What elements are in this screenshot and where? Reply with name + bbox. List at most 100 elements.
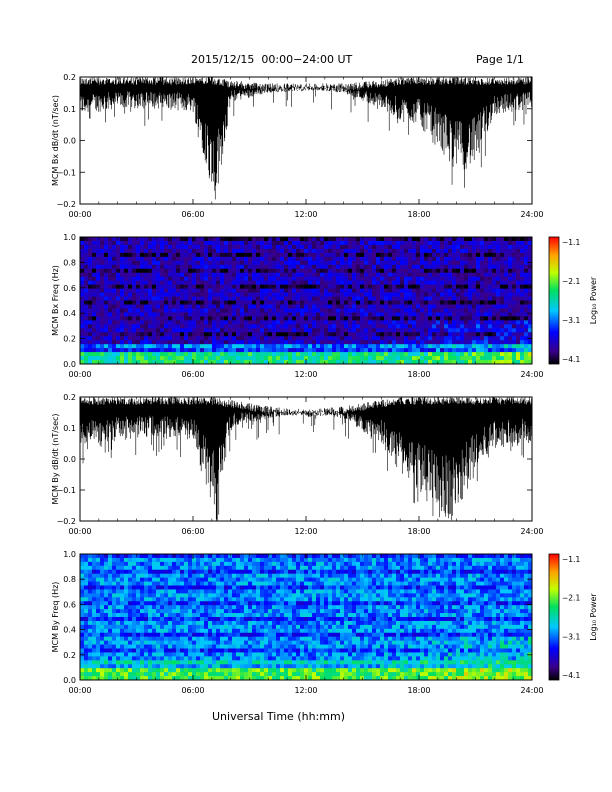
spectrogram-cell [456,336,461,341]
spectrogram-cell [344,248,349,254]
spectrogram-cell [208,672,213,677]
spectrogram-cell [432,237,437,242]
spectrogram-cell [188,324,193,329]
spectrogram-cell [376,272,381,278]
spectrogram-cell [200,268,205,274]
spectrogram-cell [184,248,189,254]
spectrogram-cell [456,332,461,337]
spectrogram-cell [144,656,149,661]
spectrogram-cell [440,240,445,246]
spectrogram-cell [300,344,305,349]
spectrogram-cell [176,557,181,563]
spectrogram-cell [220,581,225,586]
spectrogram-cell [124,312,129,317]
spectrogram-cell [436,244,441,250]
spectrogram-cell [156,252,161,258]
spectrogram-cell [196,672,201,677]
spectrogram-cell [196,581,201,586]
spectrogram-cell [428,336,433,341]
spectrogram-cell [328,340,333,345]
spectrogram-cell [172,577,177,582]
spectrogram-cell [184,304,189,309]
spectrogram-cell [524,320,529,325]
spectrogram-cell [180,352,185,357]
spectrogram-cell [300,336,305,341]
spectrogram-cell [160,312,165,317]
spectrogram-cell [212,264,217,270]
spectrogram-cell [436,304,441,309]
spectrogram-cell [480,328,485,333]
spectrogram-cell [116,652,121,657]
spectrogram-cell [416,312,421,317]
spectrogram-cell [88,324,93,329]
spectrogram-cell [192,644,197,649]
spectrogram-cell [96,628,101,634]
spectrogram-cell [284,304,289,309]
spectrogram-cell [100,648,105,653]
spectrogram-cell [96,240,101,246]
spectrogram-cell [124,288,129,293]
spectrogram-cell [300,256,305,262]
spectrogram-cell [196,272,201,278]
spectrogram-cell [200,569,205,575]
spectrogram-cell [404,344,409,349]
spectrogram-cell [508,268,513,274]
spectrogram-cell [192,264,197,270]
spectrogram-cell [440,252,445,258]
spectrogram-cell [100,332,105,337]
spectrogram-cell [140,356,145,361]
spectrogram-cell [204,244,209,250]
spectrogram-cell [168,557,173,563]
spectrogram-cell [340,284,345,289]
spectrogram-cell [284,272,289,278]
spectrogram-cell [512,312,517,317]
spectrogram-cell [188,332,193,337]
spectrogram-cell [352,340,357,345]
spectrogram-cell [132,557,137,563]
spectrogram-cell [436,316,441,321]
spectrogram-cell [148,348,153,353]
spectrogram-cell [120,613,125,618]
spectrogram-cell [412,348,417,353]
spectrogram-cell [472,237,477,242]
spectrogram-cell [128,237,133,242]
spectrogram-cell [220,332,225,337]
spectrogram-cell [248,280,253,286]
spectrogram-cell [116,260,121,266]
spectrogram-cell [140,340,145,345]
spectrogram-cell [400,276,405,282]
spectrogram-cell [404,336,409,341]
spectrogram-cell [148,292,153,297]
spectrogram-cell [176,569,181,575]
spectrogram-cell [436,300,441,305]
spectrogram-cell [120,348,125,353]
spectrogram-cell [248,272,253,278]
spectrogram-cell [168,577,173,582]
spectrogram-cell [288,252,293,258]
spectrogram-cell [268,260,273,266]
spectrogram-cell [376,336,381,341]
spectrogram-cell [404,308,409,313]
spectrogram-cell [204,264,209,270]
spectrogram-cell [104,557,109,563]
spectrogram-cell [368,248,373,254]
spectrogram-cell [360,276,365,282]
spectrogram-cell [244,308,249,313]
spectrogram-cell [200,288,205,293]
spectrogram-cell [336,324,341,329]
spectrogram-cell [164,613,169,618]
spectrogram-cell [124,557,129,563]
spectrogram-cell [132,656,137,661]
spectrogram-cell [216,668,221,673]
spectrogram-cell [224,352,229,357]
spectrogram-cell [124,668,129,673]
spectrogram-cell [288,352,293,357]
spectrogram-cell [448,332,453,337]
spectrogram-cell [360,312,365,317]
spectrogram-cell [288,292,293,297]
spectrogram-cell [232,320,237,325]
spectrogram-cell [180,312,185,317]
spectrogram-cell [80,328,85,333]
spectrogram-cell [212,605,217,610]
spectrogram-cell [196,328,201,333]
